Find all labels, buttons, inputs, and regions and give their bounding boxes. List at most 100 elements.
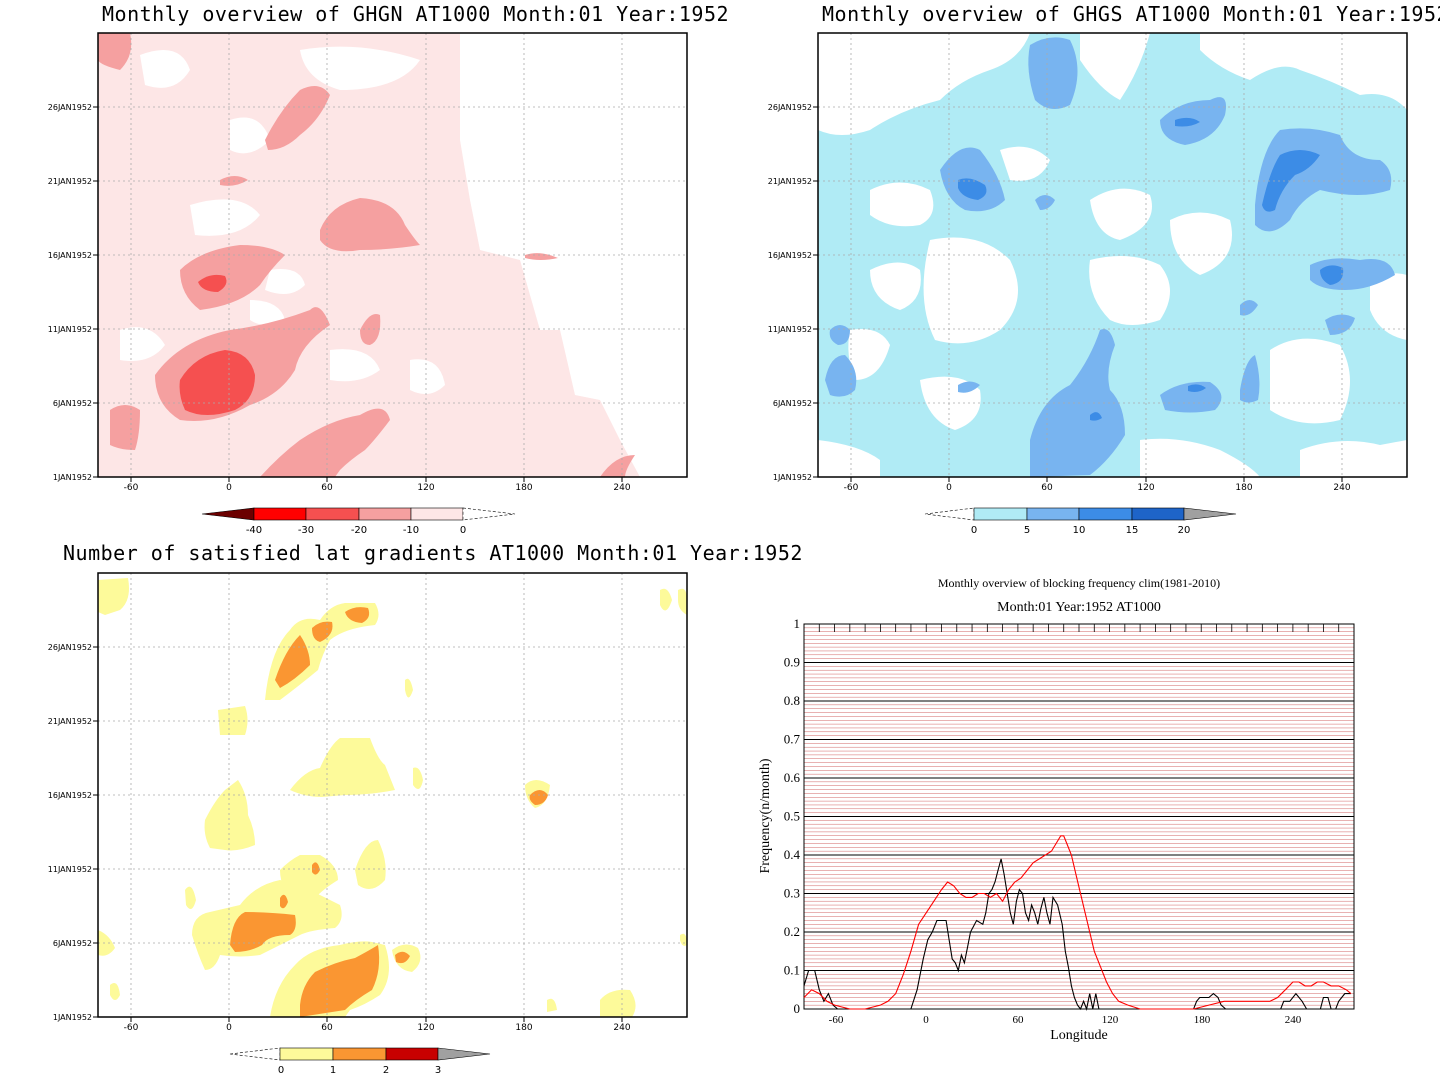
ghgn-region-minus10: [600, 455, 635, 477]
lat-region-1: [660, 588, 672, 611]
ghgn-plot: -60 0 60 120 180 240 1JAN1952 6JAN1952 1…: [48, 32, 688, 536]
ghgs-region-10: [1262, 150, 1320, 212]
blocking-y-tick: 0.5: [784, 809, 800, 824]
ghgs-region-white: [1170, 212, 1232, 275]
ghgn-x-tick: 60: [321, 483, 333, 493]
ghgn-y-tick: 6JAN1952: [53, 399, 92, 408]
ghgs-tick-marks: [813, 106, 1343, 482]
lat-x-tick: 180: [515, 1023, 532, 1033]
ghgs-region-white: [1090, 188, 1152, 240]
lat-region-1: [413, 767, 423, 789]
lat-region-2: [395, 951, 410, 964]
ghgn-x-tick: -60: [124, 483, 139, 493]
lat-colorbar-cell: [332, 1047, 387, 1061]
ghgs-y-tick: 16JAN1952: [768, 251, 812, 260]
ghgn-x-tick: 0: [226, 483, 232, 493]
lat-region-1: [680, 933, 687, 946]
ghgn-x-tick: 240: [613, 483, 630, 493]
ghgn-region-minus10: [260, 408, 390, 477]
ghgn-y-tick: 26JAN1952: [48, 103, 92, 112]
ghgs-region-white: [870, 262, 921, 310]
ghgn-y-tick: 1JAN1952: [53, 473, 92, 482]
ghgs-x-tick: 60: [1041, 483, 1053, 493]
lat-y-tick: 11JAN1952: [48, 865, 92, 874]
ghgs-region-10: [958, 178, 987, 200]
ghgn-region-white: [120, 327, 165, 361]
blocking-x-tick: 240: [1285, 1014, 1302, 1026]
ghgs-colorbar-cell: [924, 507, 975, 521]
blocking-series-black-line: [803, 858, 1351, 1011]
ghgs-region-10: [1175, 117, 1200, 127]
blocking-y-tick: 0.6: [784, 770, 801, 785]
ghgs-region-white: [818, 440, 880, 477]
blocking-series: [803, 835, 1352, 1011]
lat-region-1: [678, 588, 687, 615]
ghgs-region-white: [1300, 440, 1407, 477]
lat-colorbar: 0 1 2 3: [229, 1047, 491, 1076]
lat-tick-marks: [93, 646, 623, 1022]
ghgs-region-white: [870, 182, 934, 227]
blocking-y-tick: 0.3: [784, 886, 800, 901]
ghgn-y-tick: 16JAN1952: [48, 251, 92, 260]
ghgn-x-tick: 120: [417, 483, 434, 493]
lat-region-1: [600, 989, 636, 1017]
ghgn-colorbar-cell: [462, 507, 516, 521]
ghgs-colorbar-label: 0: [971, 525, 977, 536]
lat-x-tick: 240: [613, 1023, 630, 1033]
ghgs-region-white: [1080, 33, 1150, 100]
ghgs-x-tick: 240: [1333, 483, 1350, 493]
blocking-xlabel: Longitude: [1050, 1028, 1108, 1043]
blocking-x-tick: 60: [1013, 1014, 1025, 1026]
ghgn-region-minus10: [98, 33, 132, 70]
lat-grid: [98, 573, 687, 1017]
ghgs-region-5: [1028, 37, 1078, 109]
ghgs-region-white: [818, 33, 1030, 135]
lat-colorbar-cell: [229, 1047, 281, 1061]
blocking-x-tick: 120: [1102, 1014, 1119, 1026]
ghgs-colorbar-label: 15: [1126, 525, 1139, 536]
ghgs-grid: [818, 33, 1407, 477]
blocking-y-tick: 0.7: [784, 732, 801, 747]
ghgs-plot: -60 0 60 120 180 240 1JAN1952 6JAN1952 1…: [768, 32, 1408, 536]
ghgs-region-5: [825, 355, 857, 397]
blocking-y-tick: 1: [794, 616, 801, 631]
lat-region-2: [300, 945, 380, 1017]
ghgn-region-white: [265, 269, 305, 294]
lat-colorbar-label: 3: [435, 1065, 441, 1076]
ghgn-region-white: [230, 117, 270, 154]
blocking-x-tick: -60: [829, 1014, 844, 1026]
blocking-y-tick: 0.9: [784, 655, 800, 670]
lat-colorbar-label: 2: [383, 1065, 389, 1076]
lat-y-tick: 1JAN1952: [53, 1013, 92, 1022]
ghgn-region-minus20: [198, 274, 227, 292]
lat-region-2: [230, 912, 296, 952]
ghgn-colorbar-cell: [253, 507, 307, 521]
ghgn-region-minus10: [265, 86, 330, 150]
ghgn-region-minus10: [360, 314, 381, 345]
blocking-y-tick: 0.8: [784, 693, 800, 708]
lat-x-tick: -60: [124, 1023, 139, 1033]
lat-region-1: [110, 982, 120, 1000]
ghgs-x-tick: 120: [1137, 483, 1154, 493]
blocking-title: Monthly overview of blocking frequency c…: [938, 576, 1220, 590]
lat-region-1: [218, 706, 248, 735]
ghgs-colorbar: 0 5 10 15 20: [924, 507, 1237, 536]
ghgn-colorbar-label: -20: [351, 525, 367, 536]
ghgn-colorbar-label: 0: [460, 525, 466, 536]
ghgs-title: Monthly overview of GHGS AT1000 Month:01…: [822, 2, 1440, 26]
ghgs-colorbar-label: 10: [1073, 525, 1086, 536]
ghgs-region-5: [1240, 355, 1260, 403]
blocking-subtitle: Month:01 Year:1952 AT1000: [997, 600, 1161, 615]
ghgs-x-tick: 0: [946, 483, 952, 493]
ghgs-x-tick: -60: [844, 483, 859, 493]
blocking-y-tick: 0: [794, 1001, 801, 1016]
lat-region-1: [355, 840, 386, 889]
ghgs-y-tick: 26JAN1952: [768, 103, 812, 112]
blocking-x-tick: 0: [923, 1014, 929, 1026]
ghgs-colorbar-cell: [1131, 507, 1185, 521]
lat-gradients-title: Number of satisfied lat gradients AT1000…: [63, 541, 803, 565]
ghgs-colorbar-cell: [973, 507, 1028, 521]
lat-y-tick: 26JAN1952: [48, 643, 92, 652]
ghgn-region-minus10: [180, 245, 285, 310]
blocking-x-tick: 180: [1194, 1014, 1211, 1026]
